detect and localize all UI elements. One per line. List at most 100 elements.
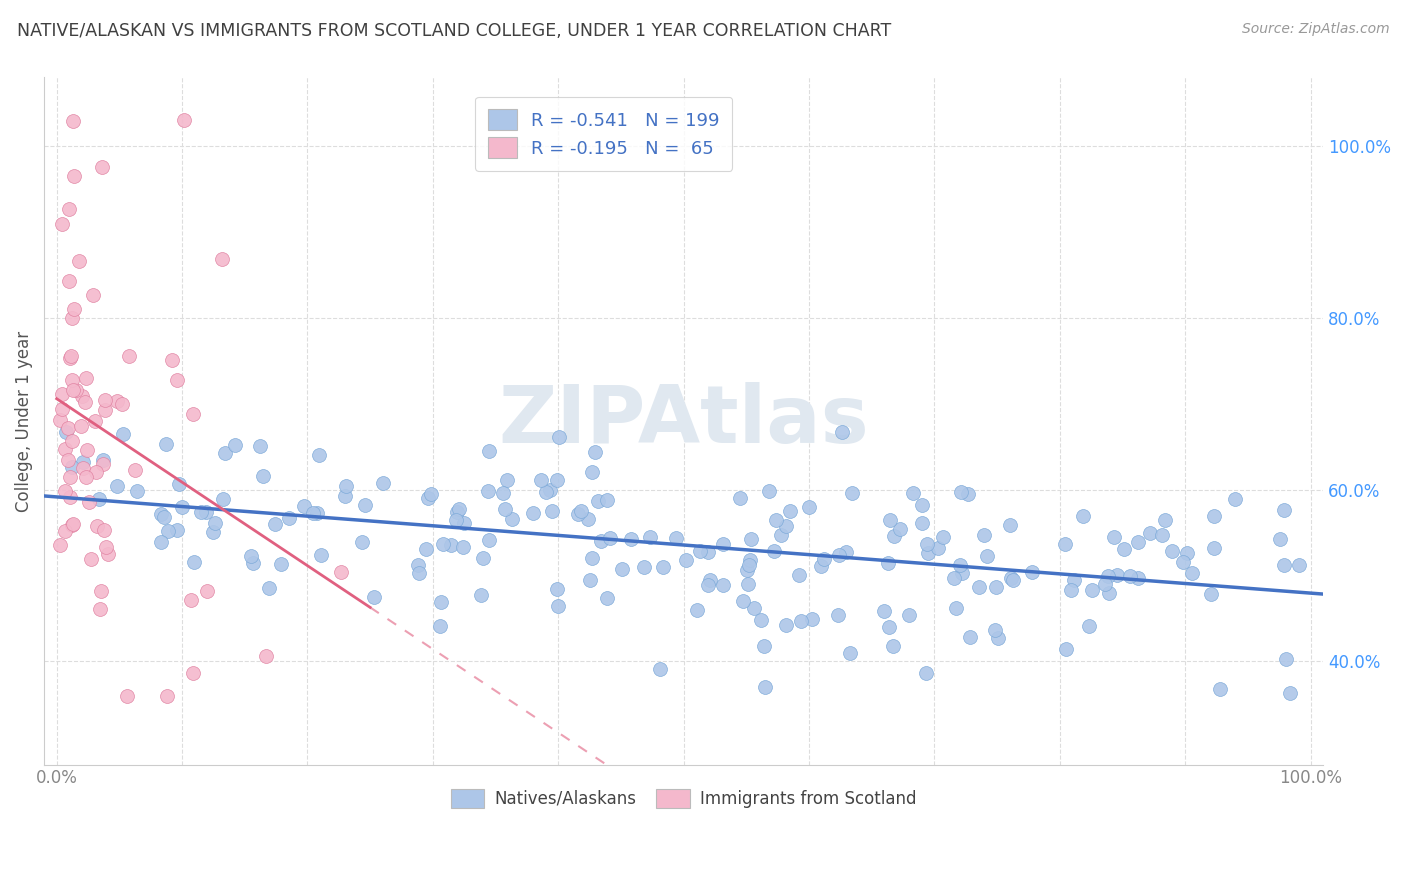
Point [124, 462, 146, 476]
Point [224, 438, 246, 452]
Point [49, 413, 72, 427]
Point [173, 113, 195, 128]
Point [596, 591, 619, 605]
Point [1063, 573, 1085, 587]
Point [451, 541, 474, 555]
Point [873, 604, 896, 618]
Point [408, 566, 430, 580]
Point [60, 349, 83, 363]
Point [779, 504, 801, 518]
Point [787, 568, 810, 582]
Point [530, 473, 553, 487]
Point [1021, 565, 1043, 579]
Point [1270, 533, 1292, 547]
Point [91, 160, 114, 174]
Point [125, 483, 148, 498]
Point [110, 397, 132, 411]
Point [62, 301, 84, 316]
Point [839, 646, 862, 660]
Point [439, 538, 461, 552]
Point [984, 580, 1007, 594]
Point [76, 443, 98, 458]
Point [156, 689, 179, 703]
Point [546, 582, 568, 597]
Point [917, 546, 939, 560]
Point [292, 499, 315, 513]
Point [711, 537, 734, 551]
Point [270, 558, 292, 572]
Point [581, 551, 603, 566]
Point [1154, 513, 1177, 527]
Point [183, 555, 205, 569]
Point [765, 514, 787, 528]
Point [976, 549, 998, 563]
Point [90, 583, 112, 598]
Point [973, 528, 995, 542]
Point [201, 524, 224, 539]
Point [330, 566, 353, 580]
Point [927, 541, 949, 555]
Point [1053, 536, 1076, 550]
Point [910, 499, 932, 513]
Point [112, 426, 135, 441]
Point [309, 548, 332, 562]
Point [541, 504, 564, 518]
Point [153, 510, 176, 524]
Point [204, 516, 226, 531]
Point [827, 608, 849, 623]
Point [75, 470, 97, 484]
Point [620, 532, 643, 546]
Point [1097, 586, 1119, 600]
Point [430, 595, 453, 609]
Point [775, 518, 797, 533]
Point [1288, 558, 1310, 573]
Point [70, 389, 93, 403]
Point [1119, 569, 1142, 583]
Point [420, 487, 443, 501]
Point [94, 403, 117, 417]
Point [917, 536, 939, 550]
Point [1201, 587, 1223, 601]
Point [70, 418, 93, 433]
Point [1161, 543, 1184, 558]
Point [79, 551, 101, 566]
Point [546, 473, 568, 487]
Point [53, 442, 76, 456]
Point [350, 534, 373, 549]
Point [249, 439, 271, 453]
Point [53, 484, 76, 499]
Point [1175, 546, 1198, 560]
Point [75, 395, 97, 409]
Point [567, 507, 589, 521]
Point [60, 460, 83, 475]
Point [59, 490, 82, 504]
Text: Source: ZipAtlas.com: Source: ZipAtlas.com [1241, 22, 1389, 37]
Point [59, 469, 82, 483]
Point [758, 483, 780, 498]
Point [1081, 583, 1104, 598]
Point [1223, 492, 1246, 507]
Point [1204, 541, 1226, 556]
Point [453, 516, 475, 530]
Point [94, 393, 117, 408]
Point [190, 505, 212, 519]
Point [160, 353, 183, 368]
Point [596, 492, 619, 507]
Point [150, 507, 173, 521]
Point [447, 501, 470, 516]
Point [89, 601, 111, 615]
Point [58, 274, 80, 288]
Legend: Natives/Alaskans, Immigrants from Scotland: Natives/Alaskans, Immigrants from Scotla… [444, 782, 922, 814]
Point [115, 689, 138, 703]
Point [97, 547, 120, 561]
Point [477, 483, 499, 498]
Point [170, 500, 193, 514]
Point [547, 599, 569, 614]
Point [59, 351, 82, 365]
Point [56, 452, 79, 467]
Point [685, 603, 707, 617]
Point [472, 551, 495, 566]
Point [1102, 530, 1125, 544]
Point [731, 594, 754, 608]
Point [84, 414, 107, 428]
